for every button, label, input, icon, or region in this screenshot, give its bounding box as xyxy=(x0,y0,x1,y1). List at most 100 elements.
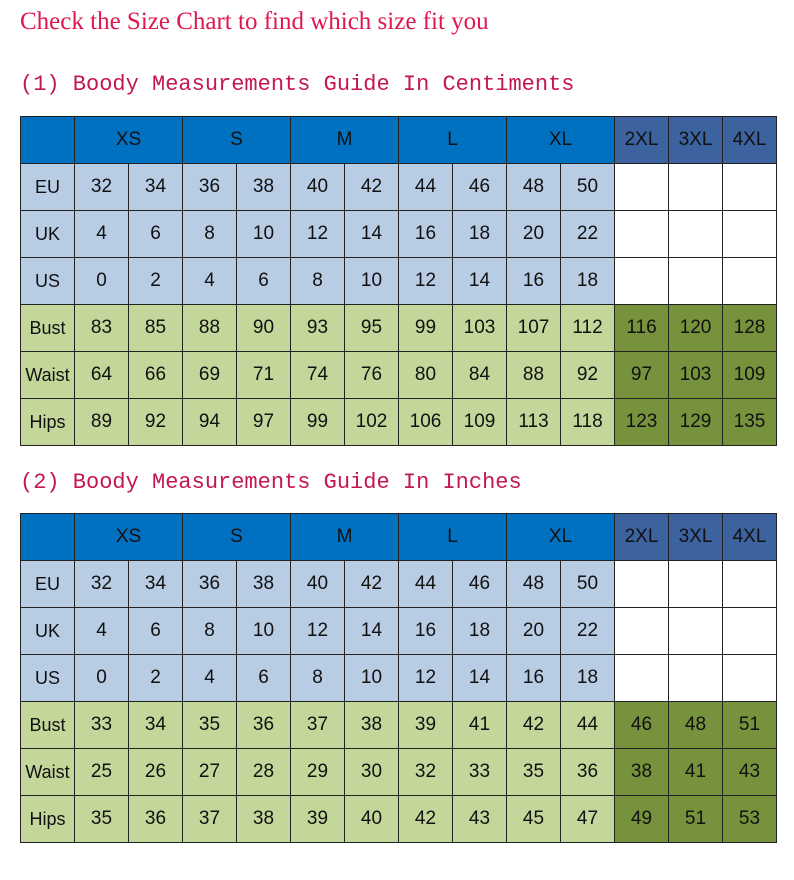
size-table-inches: XS S M L XL 2XL 3XL 4XL EU 32 34 36 38 40 42 44 46 48 50 UK… xyxy=(20,513,777,843)
table-cell: 46 xyxy=(614,701,669,749)
table-cell: 42 xyxy=(344,560,399,608)
table-cell: 50 xyxy=(560,560,615,608)
table-cell: 135 xyxy=(722,398,777,446)
table-cell xyxy=(722,607,777,655)
size-header: 4XL xyxy=(722,513,777,561)
table-cell: 14 xyxy=(344,607,399,655)
table-cell xyxy=(668,654,723,702)
size-header: XS xyxy=(74,513,183,561)
table-cell: 112 xyxy=(560,304,615,352)
table-cell: 64 xyxy=(74,351,129,399)
table-cell: 51 xyxy=(722,701,777,749)
size-header: S xyxy=(182,513,291,561)
table-cell: 99 xyxy=(290,398,345,446)
table-cell: 46 xyxy=(452,560,507,608)
row-label: Hips xyxy=(20,398,75,446)
table-cell: 71 xyxy=(236,351,291,399)
table-cell: 36 xyxy=(182,560,237,608)
table-cell: 42 xyxy=(398,795,453,843)
size-header: 2XL xyxy=(614,116,669,164)
table-cell: 84 xyxy=(452,351,507,399)
table-cell: 14 xyxy=(452,654,507,702)
table-cell: 10 xyxy=(344,654,399,702)
table-row: US 0 2 4 6 8 10 12 14 16 18 xyxy=(20,257,777,305)
table-cell: 32 xyxy=(74,163,129,211)
table-cell: 36 xyxy=(236,701,291,749)
table-cell: 103 xyxy=(668,351,723,399)
table-cell: 29 xyxy=(290,748,345,796)
size-header: 2XL xyxy=(614,513,669,561)
table-cell: 4 xyxy=(182,654,237,702)
table-heading-cm: (1) Boody Measurements Guide In Centimen… xyxy=(20,72,575,97)
table-cell: 8 xyxy=(182,210,237,258)
table-cell: 35 xyxy=(74,795,129,843)
table-cell: 2 xyxy=(128,654,183,702)
table-cell: 83 xyxy=(74,304,129,352)
table-cell: 51 xyxy=(668,795,723,843)
table-cell: 33 xyxy=(452,748,507,796)
table-cell: 50 xyxy=(560,163,615,211)
size-header: XL xyxy=(506,513,615,561)
table-cell: 37 xyxy=(182,795,237,843)
table-cell: 95 xyxy=(344,304,399,352)
table-cell xyxy=(614,210,669,258)
row-label: EU xyxy=(20,163,75,211)
table-row: US 0 2 4 6 8 10 12 14 16 18 xyxy=(20,654,777,702)
table-cell: 18 xyxy=(560,257,615,305)
table-cell: 80 xyxy=(398,351,453,399)
size-header: 4XL xyxy=(722,116,777,164)
table-cell: 35 xyxy=(506,748,561,796)
table-cell: 40 xyxy=(290,560,345,608)
table-cell: 92 xyxy=(128,398,183,446)
table-cell: 113 xyxy=(506,398,561,446)
table-cell: 45 xyxy=(506,795,561,843)
table-cell: 27 xyxy=(182,748,237,796)
table-cell xyxy=(668,560,723,608)
table-cell: 44 xyxy=(560,701,615,749)
table-cell: 28 xyxy=(236,748,291,796)
table-cell: 48 xyxy=(506,163,561,211)
table-cell xyxy=(722,210,777,258)
table-cell: 74 xyxy=(290,351,345,399)
table-row: Waist 64 66 69 71 74 76 80 84 88 92 97 103 109 xyxy=(20,351,777,399)
table-row: Waist 25 26 27 28 29 30 32 33 35 36 38 41 43 xyxy=(20,748,777,796)
table-cell xyxy=(722,163,777,211)
table-cell: 6 xyxy=(236,257,291,305)
table-cell: 129 xyxy=(668,398,723,446)
table-cell: 36 xyxy=(560,748,615,796)
table-cell: 40 xyxy=(290,163,345,211)
table-cell: 12 xyxy=(290,210,345,258)
table-row: Hips 35 36 37 38 39 40 42 43 45 47 49 51 53 xyxy=(20,795,777,843)
table-cell: 39 xyxy=(290,795,345,843)
table-cell xyxy=(614,257,669,305)
table-cell: 6 xyxy=(236,654,291,702)
table-heading-inches: (2) Boody Measurements Guide In Inches xyxy=(20,470,522,495)
table-cell: 16 xyxy=(398,210,453,258)
size-header: L xyxy=(398,513,507,561)
table-cell: 53 xyxy=(722,795,777,843)
table-cell xyxy=(614,560,669,608)
row-label: UK xyxy=(20,607,75,655)
table-cell: 102 xyxy=(344,398,399,446)
table-cell: 88 xyxy=(182,304,237,352)
corner-cell xyxy=(20,513,75,561)
table-cell: 49 xyxy=(614,795,669,843)
table-cell: 93 xyxy=(290,304,345,352)
row-label: Bust xyxy=(20,701,75,749)
table-cell: 69 xyxy=(182,351,237,399)
table-cell: 43 xyxy=(722,748,777,796)
table-cell: 34 xyxy=(128,560,183,608)
table-cell: 37 xyxy=(290,701,345,749)
table-cell: 116 xyxy=(614,304,669,352)
table-cell: 38 xyxy=(236,560,291,608)
table-cell: 20 xyxy=(506,210,561,258)
table-cell: 97 xyxy=(236,398,291,446)
table-cell: 16 xyxy=(398,607,453,655)
table-cell: 16 xyxy=(506,654,561,702)
table-cell: 48 xyxy=(506,560,561,608)
table-cell: 42 xyxy=(344,163,399,211)
table-cell: 97 xyxy=(614,351,669,399)
table-cell xyxy=(722,257,777,305)
table-cell: 107 xyxy=(506,304,561,352)
table-cell: 12 xyxy=(398,654,453,702)
